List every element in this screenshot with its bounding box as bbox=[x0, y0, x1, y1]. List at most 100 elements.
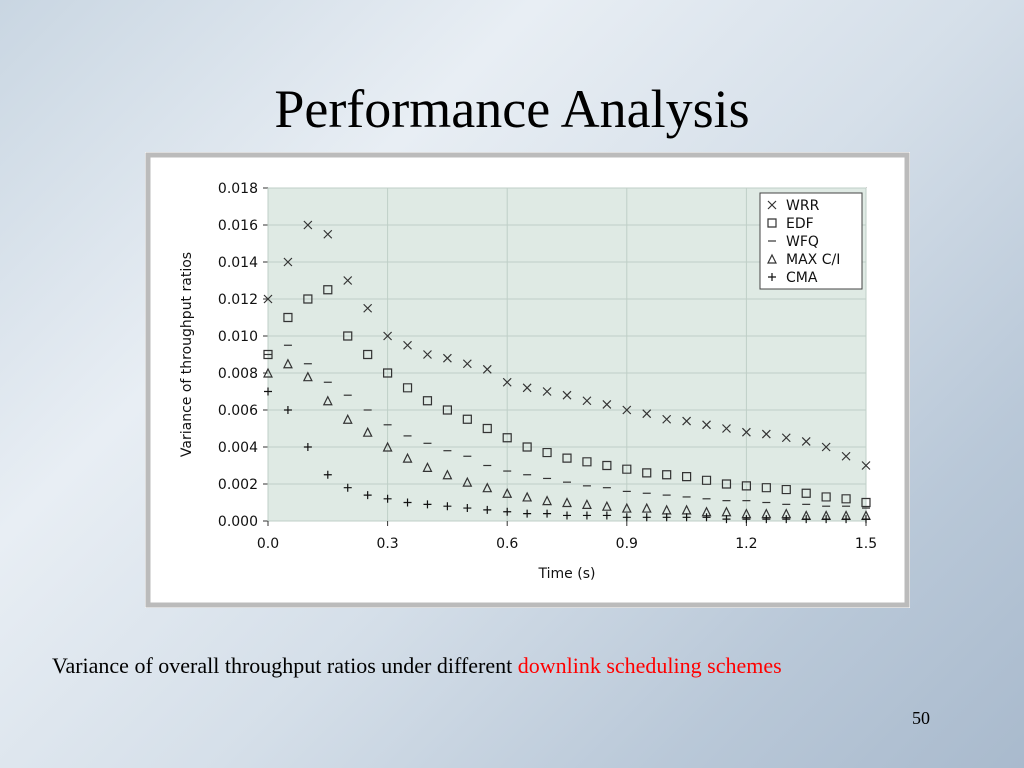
y-tick-label: 0.014 bbox=[218, 255, 258, 271]
point bbox=[522, 491, 533, 502]
y-tick-label: 0.016 bbox=[218, 218, 258, 234]
y-tick-label: 0.018 bbox=[218, 181, 258, 197]
point bbox=[762, 515, 771, 524]
point bbox=[582, 457, 592, 467]
x-tick-label: 0.6 bbox=[496, 536, 518, 552]
point bbox=[522, 442, 532, 452]
point bbox=[582, 396, 592, 406]
x-tick-label: 1.2 bbox=[735, 536, 757, 552]
chart: 0.000 0.002 0.004 0.006 0.008 0.010 0.012 0.014… bbox=[145, 152, 910, 608]
legend-marker bbox=[767, 253, 777, 264]
point bbox=[861, 497, 871, 508]
caption-text: Variance of overall throughput ratios un… bbox=[52, 653, 513, 678]
point bbox=[263, 349, 273, 360]
point bbox=[861, 461, 871, 470]
point bbox=[602, 460, 612, 471]
point bbox=[543, 509, 552, 518]
point bbox=[263, 294, 273, 304]
point bbox=[382, 441, 393, 452]
legend-label: CMA bbox=[786, 270, 818, 286]
legend-label: WFQ bbox=[786, 234, 819, 250]
x-tick-label: 0.0 bbox=[257, 536, 279, 552]
point bbox=[482, 364, 492, 374]
point bbox=[562, 497, 572, 508]
y-tick-label: 0.010 bbox=[218, 329, 258, 345]
point bbox=[782, 515, 791, 524]
point bbox=[362, 426, 373, 437]
point bbox=[263, 367, 273, 378]
point bbox=[403, 498, 412, 507]
legend-label: MAX C/I bbox=[786, 252, 840, 268]
point bbox=[742, 515, 751, 524]
point bbox=[422, 396, 433, 406]
legend-marker bbox=[768, 273, 776, 281]
legend-label: EDF bbox=[786, 216, 814, 232]
point bbox=[442, 469, 453, 480]
point bbox=[402, 383, 413, 393]
point bbox=[343, 276, 353, 285]
point bbox=[523, 509, 532, 518]
y-tick-label: 0.004 bbox=[218, 440, 258, 456]
point bbox=[761, 429, 771, 439]
point bbox=[323, 229, 333, 239]
point bbox=[721, 479, 732, 489]
y-tick-label: 0.012 bbox=[218, 292, 258, 308]
point bbox=[842, 515, 851, 524]
point bbox=[702, 420, 711, 430]
point bbox=[662, 470, 672, 480]
x-axis-label: Time (s) bbox=[538, 566, 596, 582]
point bbox=[422, 462, 433, 472]
point bbox=[862, 515, 870, 524]
point bbox=[821, 442, 831, 452]
point bbox=[781, 433, 791, 443]
point bbox=[741, 481, 751, 491]
point bbox=[303, 443, 312, 451]
point bbox=[482, 482, 493, 493]
point bbox=[562, 390, 572, 400]
point bbox=[462, 476, 473, 487]
point bbox=[462, 414, 472, 424]
point bbox=[303, 294, 313, 304]
point bbox=[323, 285, 333, 295]
point bbox=[403, 340, 412, 350]
slide-title: Performance Analysis bbox=[274, 79, 750, 139]
caption-highlight: downlink scheduling schemes bbox=[517, 653, 782, 678]
legend-box bbox=[759, 192, 863, 290]
point bbox=[781, 484, 791, 495]
point bbox=[621, 502, 632, 513]
point bbox=[622, 513, 631, 522]
point bbox=[502, 433, 512, 443]
point bbox=[602, 511, 611, 520]
point bbox=[642, 409, 652, 419]
point bbox=[363, 303, 373, 313]
point bbox=[682, 416, 692, 426]
point bbox=[702, 513, 711, 522]
point bbox=[302, 371, 313, 382]
point bbox=[383, 494, 392, 503]
point bbox=[443, 502, 452, 511]
point bbox=[642, 468, 652, 478]
point bbox=[283, 406, 292, 414]
point bbox=[801, 488, 811, 498]
point bbox=[342, 413, 353, 424]
point bbox=[383, 368, 393, 378]
point bbox=[542, 447, 552, 458]
point bbox=[562, 453, 572, 463]
point bbox=[463, 504, 472, 513]
y-tick-label: 0.006 bbox=[218, 403, 258, 419]
y-tick-label: 0.002 bbox=[218, 477, 258, 493]
point bbox=[483, 505, 492, 514]
x-tick-label: 1.5 bbox=[855, 536, 877, 552]
legend-marker bbox=[767, 218, 777, 228]
point bbox=[363, 349, 373, 360]
point bbox=[802, 515, 811, 524]
y-axis-label: Variance of throughput ratios bbox=[179, 252, 195, 457]
point bbox=[582, 511, 591, 520]
point bbox=[563, 511, 571, 520]
legend-label: WRR bbox=[786, 198, 820, 214]
point bbox=[542, 387, 552, 396]
caption: Variance of overall throughput ratios un… bbox=[52, 650, 932, 682]
point bbox=[462, 359, 472, 369]
point bbox=[482, 423, 492, 434]
chart-frame: 0.000 0.002 0.004 0.006 0.008 0.010 0.012 0.014… bbox=[145, 152, 910, 608]
